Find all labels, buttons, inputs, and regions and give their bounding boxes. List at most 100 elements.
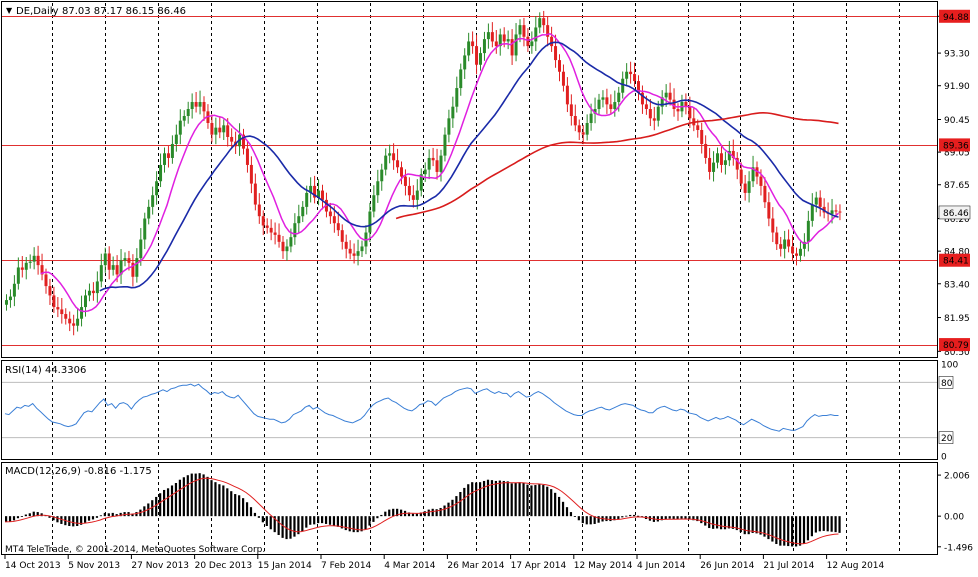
candle-body	[830, 210, 834, 214]
candle-body	[625, 71, 629, 79]
macd-bar	[91, 516, 95, 520]
candle-body	[103, 253, 107, 266]
macd-bar	[637, 515, 640, 517]
main-panel[interactable]	[1, 1, 938, 358]
macd-bar	[534, 485, 537, 517]
candle-body	[423, 169, 427, 175]
macd-bar	[479, 482, 482, 517]
macd-bar	[771, 516, 774, 542]
macd-bar	[830, 516, 833, 532]
candle-body	[648, 109, 652, 119]
date-tick-label: 5 Nov 2013	[68, 561, 120, 571]
candle-body	[392, 153, 396, 161]
candle-body	[257, 204, 261, 217]
macd-bar	[498, 480, 501, 517]
candle-body	[159, 164, 163, 182]
macd-label: MACD(12,26,9) -0.816 -1.175	[5, 466, 152, 477]
macd-bar	[396, 508, 399, 517]
ohlc-values: 87.03 87.17 86.15 86.46	[62, 6, 186, 17]
candle-body	[265, 225, 269, 228]
candle-body	[712, 162, 716, 172]
macd-bar	[368, 516, 371, 526]
macd-bar	[12, 516, 16, 521]
candle-body	[751, 167, 755, 182]
candle-body	[818, 197, 822, 207]
macd-bar	[538, 484, 541, 517]
price-tick-label: 86.20	[944, 215, 970, 225]
candle-body	[554, 46, 558, 61]
candle-body	[518, 25, 522, 35]
macd-bar	[672, 516, 675, 520]
price-tick-label: 93.30	[944, 50, 970, 60]
candle-body	[182, 116, 186, 121]
macd-bar	[190, 473, 193, 517]
candle-body	[198, 102, 202, 107]
candle-body	[123, 258, 127, 261]
macd-panel[interactable]	[1, 462, 938, 555]
candle-body	[16, 267, 20, 284]
candle-body	[791, 246, 795, 254]
rsi-line	[4, 383, 839, 432]
macd-bar	[218, 484, 221, 517]
candle-body	[767, 202, 771, 219]
candle-body	[502, 34, 506, 42]
candle-body	[87, 290, 91, 296]
candle-body	[309, 185, 313, 193]
macd-bar	[459, 492, 462, 517]
candle-body	[56, 307, 60, 310]
symbol-header: ▼ DE,Daily 87.03 87.17 86.15 86.46	[6, 6, 186, 17]
macd-bar	[759, 516, 762, 535]
macd-bar	[328, 516, 332, 525]
candle-body	[64, 314, 68, 319]
macd-bar	[245, 502, 249, 517]
candle-body	[249, 164, 253, 184]
candle-body	[735, 157, 739, 170]
candle-body	[119, 260, 123, 275]
macd-bar	[344, 516, 347, 531]
candle-body	[676, 109, 680, 112]
macd-bar	[277, 516, 280, 536]
price-tick-label: 81.95	[944, 314, 970, 324]
macd-bar	[522, 482, 525, 517]
macd-bar	[186, 475, 189, 517]
macd-bar	[743, 516, 746, 535]
candle-body	[810, 204, 814, 221]
symbol-dropdown-icon[interactable]: ▼	[6, 6, 13, 15]
candle-body	[617, 92, 621, 103]
macd-bar	[87, 516, 91, 521]
macd-bar	[664, 516, 667, 520]
rsi-panel[interactable]	[1, 360, 938, 460]
macd-bar	[443, 505, 446, 517]
candle-body	[739, 169, 743, 184]
macd-bar	[755, 516, 758, 534]
macd-bar	[198, 473, 201, 517]
candle-body	[447, 118, 451, 135]
candle-body	[384, 155, 388, 170]
macd-bar	[170, 485, 174, 517]
date-tick-label: 4 Mar 2014	[384, 561, 436, 571]
candle-body	[498, 34, 502, 47]
candle-body	[479, 53, 482, 65]
candle-body	[613, 102, 617, 110]
candle-body	[664, 92, 668, 98]
candle-body	[99, 265, 103, 282]
candle-body	[186, 109, 190, 117]
ma-short-line	[40, 33, 840, 313]
macd-bar	[380, 514, 383, 517]
macd-bar	[834, 516, 837, 533]
macd-bar	[166, 488, 170, 517]
candle-body	[111, 265, 115, 270]
candle-body	[439, 155, 443, 172]
candle-body	[569, 104, 573, 117]
macd-bar	[56, 516, 59, 523]
macd-bar	[739, 516, 742, 533]
macd-bar	[360, 516, 363, 532]
candle-body	[731, 150, 735, 158]
candle-body	[585, 122, 589, 135]
candle-body	[356, 251, 360, 256]
candle-body	[455, 88, 459, 107]
candle-body	[795, 253, 798, 256]
candle-body	[716, 153, 719, 163]
macd-bar	[155, 496, 158, 517]
